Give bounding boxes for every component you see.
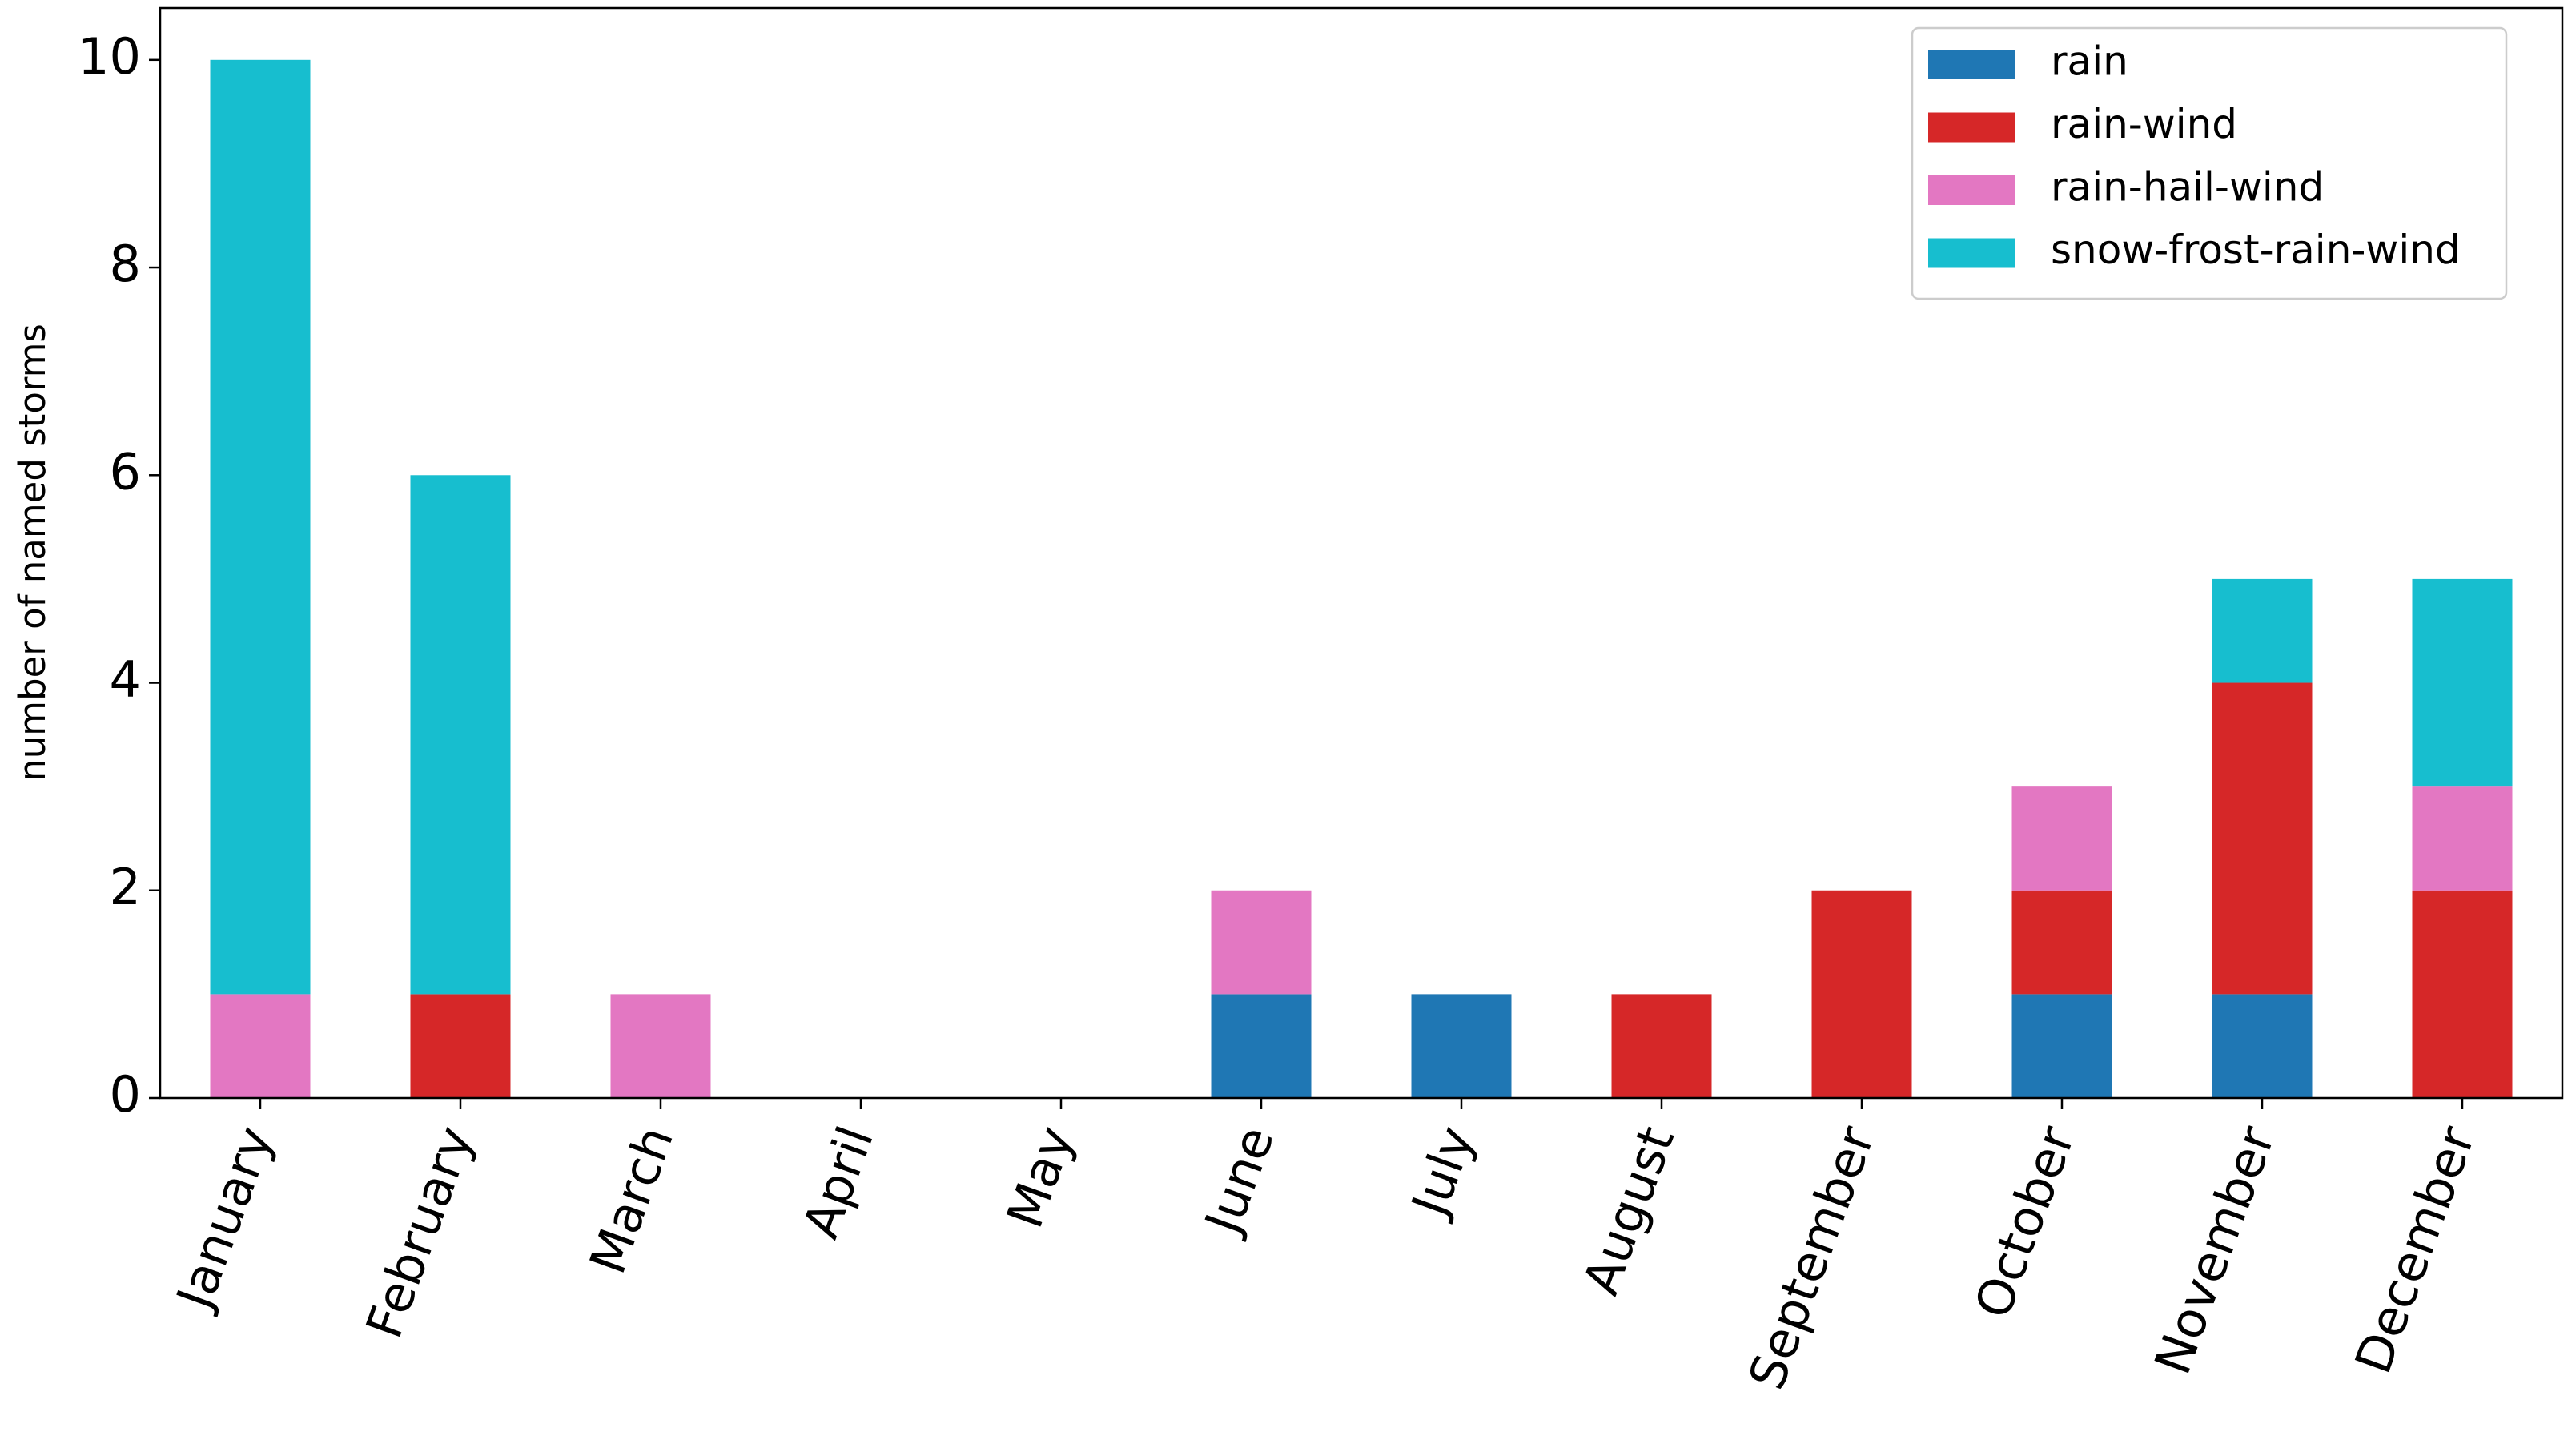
y-tick-label: 2: [110, 858, 141, 916]
legend-swatch: [1928, 50, 2015, 79]
y-tick-label: 8: [110, 235, 141, 293]
x-tick-label: November: [2143, 1119, 2286, 1382]
x-tick-label: August: [1571, 1119, 1686, 1302]
bar-segment: [410, 475, 511, 995]
x-tick-label: January: [164, 1119, 284, 1319]
x-tick-label: April: [791, 1119, 885, 1245]
y-tick-label: 10: [78, 27, 141, 86]
x-tick-label: October: [1963, 1119, 2087, 1326]
legend-label: snow-frost-rain-wind: [2051, 227, 2461, 273]
bar-segment: [2412, 786, 2513, 891]
legend-swatch: [1928, 112, 2015, 143]
plot-frame: [159, 6, 2564, 1100]
bar-segment: [2212, 682, 2313, 995]
bar-segment: [2011, 994, 2112, 1098]
x-tick-label: July: [1399, 1119, 1485, 1226]
x-tick-label: February: [355, 1119, 485, 1345]
bar-segment: [2011, 786, 2112, 891]
x-tick-label: September: [1737, 1119, 1886, 1397]
bar-segment: [210, 59, 311, 995]
bar-segment: [1211, 890, 1312, 995]
bar-segment: [2212, 994, 2313, 1098]
bar-segment: [2412, 578, 2513, 787]
x-tick-label: May: [995, 1119, 1085, 1235]
bar-segment: [2212, 578, 2313, 683]
legend-label: rain: [2051, 38, 2128, 85]
bar-segment: [1211, 994, 1312, 1098]
bar-segment: [610, 994, 711, 1098]
x-tick-label: March: [578, 1119, 685, 1281]
bar-segment: [1811, 890, 1912, 1098]
bar-segment: [1411, 994, 1512, 1098]
x-tick-label: June: [1192, 1119, 1285, 1244]
legend-label: rain-hail-wind: [2051, 164, 2324, 211]
y-tick-label: 6: [110, 442, 141, 501]
bar-segment: [1611, 994, 1712, 1098]
legend-swatch: [1928, 238, 2015, 268]
bar-segment: [410, 994, 511, 1098]
bar-segment: [210, 994, 311, 1098]
legend-label: rain-wind: [2051, 101, 2237, 147]
x-tick-label: December: [2344, 1119, 2487, 1382]
y-axis-label: number of named storms: [11, 324, 54, 782]
bar-segment: [2412, 890, 2513, 1098]
legend-box: [1911, 26, 2508, 300]
y-tick-label: 0: [110, 1065, 141, 1124]
legend-swatch: [1928, 175, 2015, 205]
y-tick-label: 4: [110, 650, 141, 709]
bar-segment: [2011, 890, 2112, 995]
